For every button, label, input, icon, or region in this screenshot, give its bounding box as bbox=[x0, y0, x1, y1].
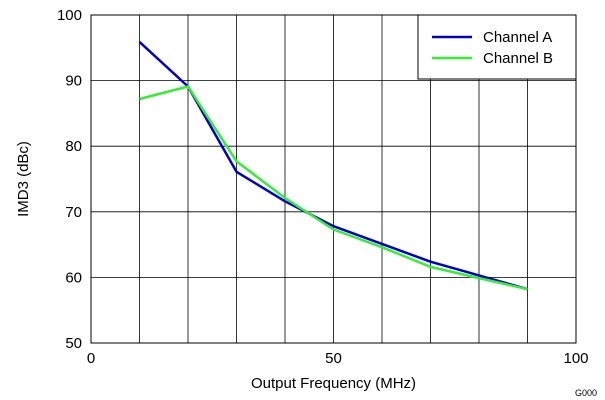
legend-box bbox=[417, 14, 577, 80]
legend-label: Channel B bbox=[483, 50, 553, 67]
plot-border bbox=[90, 14, 577, 344]
x-tick-label: 100 bbox=[563, 350, 588, 367]
y-tick-label: 90 bbox=[65, 73, 82, 90]
x-tick-label: 0 bbox=[87, 350, 95, 367]
x-tick-labels: 0 50 100 bbox=[87, 350, 589, 367]
y-tick-labels: 50 60 70 80 90 100 bbox=[57, 7, 82, 352]
legend-label: Channel A bbox=[483, 29, 552, 46]
y-tick-label: 60 bbox=[65, 269, 82, 286]
series-layer bbox=[138, 40, 528, 291]
series-line-channel-b bbox=[139, 85, 528, 291]
x-tick-label: 50 bbox=[325, 350, 342, 367]
series-line-channel-a bbox=[138, 40, 528, 291]
y-tick-label: 50 bbox=[65, 335, 82, 352]
y-tick-label: 80 bbox=[65, 138, 82, 155]
figure-note: G000 bbox=[575, 388, 597, 398]
legend: Channel A Channel B bbox=[417, 14, 577, 80]
y-tick-label: 100 bbox=[57, 7, 82, 24]
y-tick-label: 70 bbox=[65, 204, 82, 221]
x-axis-label: Output Frequency (MHz) bbox=[251, 375, 416, 392]
y-axis-label: IMD3 (dBc) bbox=[15, 141, 32, 217]
